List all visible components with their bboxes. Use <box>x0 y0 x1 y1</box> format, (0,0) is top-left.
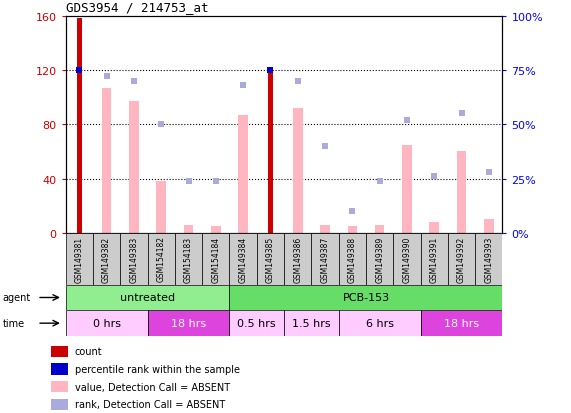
Bar <box>120 233 147 285</box>
Text: GSM149392: GSM149392 <box>457 236 466 282</box>
Text: GSM149384: GSM149384 <box>239 236 248 282</box>
Text: GSM149386: GSM149386 <box>293 236 302 282</box>
Bar <box>284 233 311 285</box>
Text: agent: agent <box>3 293 31 303</box>
Text: GSM149382: GSM149382 <box>102 236 111 282</box>
Bar <box>339 233 366 285</box>
Bar <box>293 109 303 233</box>
Text: percentile rank within the sample: percentile rank within the sample <box>75 364 240 374</box>
Bar <box>66 233 93 285</box>
Bar <box>320 225 330 233</box>
Bar <box>339 311 421 336</box>
Bar <box>393 233 421 285</box>
Text: GSM149389: GSM149389 <box>375 236 384 282</box>
Bar <box>484 220 493 233</box>
Bar <box>375 225 384 233</box>
Bar <box>348 227 357 233</box>
Bar <box>147 233 175 285</box>
Bar <box>421 233 448 285</box>
Text: 0.5 hrs: 0.5 hrs <box>238 318 276 328</box>
Bar <box>51 381 69 392</box>
Bar <box>311 233 339 285</box>
Text: value, Detection Call = ABSENT: value, Detection Call = ABSENT <box>75 382 230 392</box>
Bar <box>457 152 467 233</box>
Bar <box>66 285 230 311</box>
Text: 0 hrs: 0 hrs <box>93 318 120 328</box>
Bar <box>238 116 248 233</box>
Bar <box>230 233 257 285</box>
Text: untreated: untreated <box>120 293 175 303</box>
Bar <box>230 311 284 336</box>
Bar <box>184 225 194 233</box>
Text: count: count <box>75 347 102 356</box>
Text: GSM149385: GSM149385 <box>266 236 275 282</box>
Bar <box>402 145 412 233</box>
Bar <box>156 182 166 233</box>
Bar <box>102 88 111 233</box>
Bar <box>66 311 147 336</box>
Bar <box>284 311 339 336</box>
Text: GSM154182: GSM154182 <box>156 236 166 282</box>
Bar <box>211 227 220 233</box>
Text: rank, Detection Call = ABSENT: rank, Detection Call = ABSENT <box>75 399 225 409</box>
Text: GSM154183: GSM154183 <box>184 236 193 282</box>
Bar <box>93 233 120 285</box>
Bar <box>77 19 82 233</box>
Bar <box>475 233 502 285</box>
Text: time: time <box>3 318 25 328</box>
Bar <box>51 363 69 375</box>
Bar <box>202 233 230 285</box>
Bar <box>51 346 69 357</box>
Bar <box>448 233 475 285</box>
Text: 6 hrs: 6 hrs <box>365 318 393 328</box>
Text: GDS3954 / 214753_at: GDS3954 / 214753_at <box>66 1 208 14</box>
Bar <box>421 311 502 336</box>
Bar <box>366 233 393 285</box>
Bar <box>175 233 202 285</box>
Text: GSM154184: GSM154184 <box>211 236 220 282</box>
Text: GSM149390: GSM149390 <box>403 236 412 282</box>
Text: GSM149387: GSM149387 <box>320 236 329 282</box>
Text: 1.5 hrs: 1.5 hrs <box>292 318 331 328</box>
Bar <box>230 285 502 311</box>
Text: GSM149391: GSM149391 <box>430 236 439 282</box>
Text: GSM149383: GSM149383 <box>130 236 138 282</box>
Text: GSM149381: GSM149381 <box>75 236 84 282</box>
Text: GSM149388: GSM149388 <box>348 236 357 282</box>
Text: 18 hrs: 18 hrs <box>171 318 206 328</box>
Bar <box>429 223 439 233</box>
Bar <box>268 71 273 233</box>
Text: 18 hrs: 18 hrs <box>444 318 479 328</box>
Text: GSM149393: GSM149393 <box>484 236 493 282</box>
Text: PCB-153: PCB-153 <box>343 293 389 303</box>
Bar <box>129 102 139 233</box>
Bar <box>147 311 230 336</box>
Bar <box>51 399 69 410</box>
Bar <box>257 233 284 285</box>
